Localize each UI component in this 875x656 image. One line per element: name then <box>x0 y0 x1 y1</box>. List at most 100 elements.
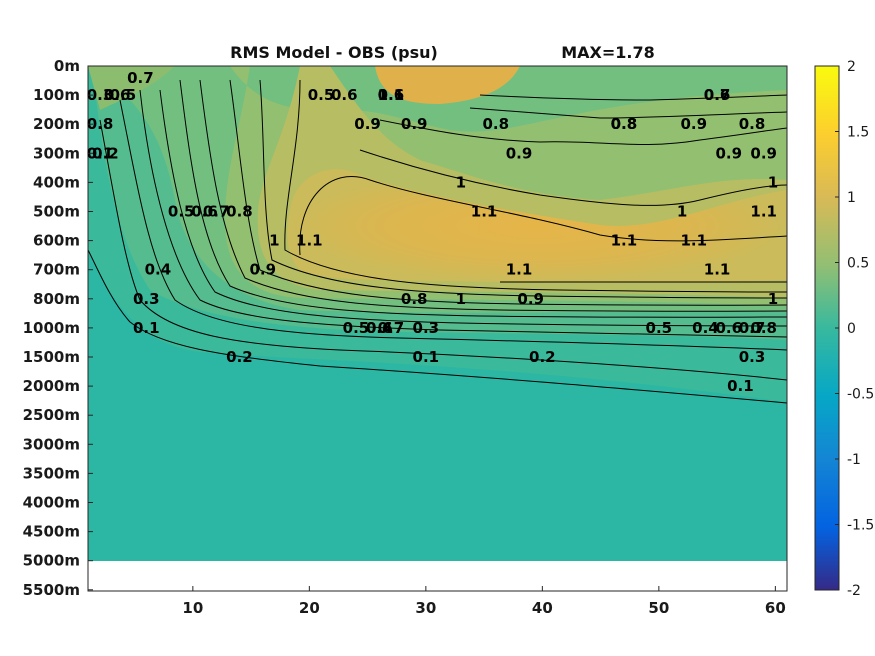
colorbar: 2 1.5 1 0.5 0 -0.5 -1 -1.5 -2 <box>814 59 874 599</box>
contour-0-7 <box>199 79 787 312</box>
contour-label: 0.3 <box>739 348 766 366</box>
contour-0-4 <box>139 89 787 338</box>
y-tick-label: 5000m <box>23 552 80 570</box>
colorbar-tick-label: 2 <box>847 59 856 75</box>
y-tick-label: 2500m <box>23 406 80 424</box>
y-axis: 0m 100m 200m 300m 400m 500m 600m 700m 800m 1000m 1… <box>23 57 93 599</box>
y-tick-label: 2000m <box>23 377 80 395</box>
contour-label: 0.8 <box>226 203 253 221</box>
y-tick-label: 1500m <box>23 348 80 366</box>
contour-label: 0.9 <box>401 115 428 133</box>
heatmap-field <box>88 66 787 561</box>
contour-label: 0.9 <box>249 261 276 279</box>
colorbar-tick-label: 0.5 <box>847 256 869 272</box>
y-tick-label: 3000m <box>23 435 80 453</box>
colorbar-tick-label: 1 <box>847 190 856 206</box>
contour-label: 0.2 <box>226 348 253 366</box>
contour-0-1 <box>88 249 787 404</box>
contour-label: 0.9 <box>354 115 381 133</box>
x-tick-label: 40 <box>532 599 553 617</box>
contour-label: 0.4 <box>145 261 172 279</box>
contour-label: 1 <box>768 173 778 191</box>
colorbar-tick-label: 0 <box>847 321 856 337</box>
y-tick-label: 1000m <box>23 319 80 337</box>
contour-label: 1 <box>269 232 279 250</box>
contour-label: 1.1 <box>611 232 638 250</box>
contour-label: 0.9 <box>681 115 708 133</box>
contour-label: 0.8 <box>482 115 509 133</box>
contour-label: 0.5 <box>110 86 137 104</box>
field-left-surface <box>88 66 175 110</box>
contour-label: 0.7 <box>203 203 230 221</box>
y-tick-label: 800m <box>33 290 80 308</box>
contour-label: 1.1 <box>378 86 405 104</box>
y-tick-label: 3500m <box>23 464 80 482</box>
contour-label: 0.5 <box>646 319 673 337</box>
x-tick-label: 60 <box>765 599 786 617</box>
contour-label: 0.2 <box>92 144 119 162</box>
contour-label: 1 <box>456 173 466 191</box>
contour-label: 0.8 <box>401 290 428 308</box>
contour-label: 1 <box>677 203 687 221</box>
contour-upper-1-0 <box>359 149 787 206</box>
y-tick-label: 600m <box>33 232 80 250</box>
contour-label: 0.6 <box>378 86 405 104</box>
contour-label: 0.3 <box>413 319 440 337</box>
y-tick-label: 0m <box>54 57 80 75</box>
contour-upper-0-7 <box>479 94 787 101</box>
contour-label: 0.7 <box>378 319 405 337</box>
contour-label: 0.2 <box>529 348 556 366</box>
contour-lines <box>88 79 787 404</box>
contour-label: 0.9 <box>506 144 533 162</box>
contour-label: 0.8 <box>611 115 638 133</box>
chart-title: RMS Model - OBS (psu) <box>230 43 438 62</box>
contour-label: 0.7 <box>127 69 154 87</box>
contour-label: 1.1 <box>681 232 708 250</box>
contour-label: 0.4 <box>692 319 719 337</box>
contour-label: 1 <box>768 290 778 308</box>
y-tick-label: 500m <box>33 203 80 221</box>
contour-label: 1 <box>456 290 466 308</box>
y-tick-label: 400m <box>33 173 80 191</box>
contour-0-2 <box>99 119 787 381</box>
contour-label: 0.6 <box>104 86 131 104</box>
x-axis: 10 20 30 40 50 60 <box>182 586 786 617</box>
contour-label: 0.5 <box>343 319 370 337</box>
contour-label: 0.8 <box>611 115 638 133</box>
contour-label: 0.4 <box>366 319 393 337</box>
contour-0-3 <box>119 99 787 351</box>
x-tick-label: 20 <box>299 599 320 617</box>
contour-label: 0.9 <box>715 144 742 162</box>
contour-1-1 <box>299 176 787 256</box>
contour-label: 0.8 <box>739 115 766 133</box>
contour-label: 0.3 <box>133 290 160 308</box>
x-tick-label: 10 <box>182 599 203 617</box>
contour-0-8 <box>229 79 787 306</box>
contour-label: 0.5 <box>168 203 195 221</box>
contour-upper-0-9 <box>379 119 787 145</box>
colorbar-tick-label: -1 <box>847 452 861 468</box>
contour-label: 0.1 <box>87 144 114 162</box>
contour-label: 0.6 <box>331 86 358 104</box>
y-tick-label: 5500m <box>23 581 80 599</box>
y-tick-label: 300m <box>33 144 80 162</box>
colorbar-tick-label: -1.5 <box>847 518 874 534</box>
contour-labels: 0.60.70.50.30.80.20.10.50.6 1.10.9 0.9 0.80… <box>87 69 779 395</box>
field-surface-max <box>375 66 520 104</box>
contour-label: 0.1 <box>133 319 160 337</box>
contour-label: 1.1 <box>296 232 323 250</box>
contour-label: 1.1 <box>471 203 498 221</box>
contour-label: 0.6 <box>715 319 742 337</box>
contour-0-5 <box>159 89 787 327</box>
contour-label: 0.8 <box>87 115 114 133</box>
field-layer-1-1 <box>287 169 787 283</box>
contour-label: 0.6 <box>366 319 393 337</box>
plot-frame <box>87 65 788 592</box>
contour-label: 0.7 <box>739 319 766 337</box>
contour-label: 0.6 <box>704 86 731 104</box>
y-tick-label: 700m <box>33 261 80 279</box>
contour-label: 0.6 <box>191 203 218 221</box>
colorbar-tick-label: 1.5 <box>847 125 869 141</box>
contour-upper-0-8 <box>469 107 787 119</box>
